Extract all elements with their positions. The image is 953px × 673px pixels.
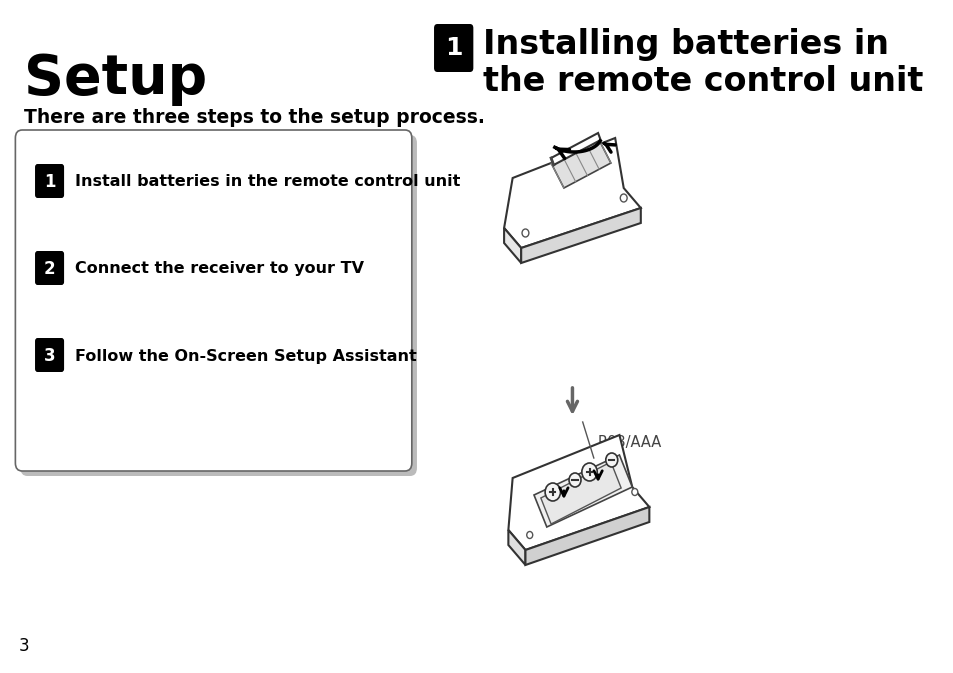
Circle shape	[619, 194, 626, 202]
Polygon shape	[508, 530, 525, 565]
Circle shape	[521, 229, 528, 237]
FancyBboxPatch shape	[35, 164, 64, 198]
Text: 1: 1	[444, 36, 462, 60]
Polygon shape	[534, 455, 632, 527]
Polygon shape	[525, 507, 649, 565]
Text: Installing batteries in: Installing batteries in	[482, 28, 888, 61]
Text: Follow the On-Screen Setup Assistant: Follow the On-Screen Setup Assistant	[75, 349, 416, 363]
FancyBboxPatch shape	[35, 338, 64, 372]
Polygon shape	[503, 138, 640, 248]
FancyBboxPatch shape	[15, 130, 412, 471]
Circle shape	[605, 453, 618, 467]
Circle shape	[581, 463, 597, 481]
FancyBboxPatch shape	[20, 135, 416, 476]
Text: 3: 3	[19, 637, 30, 655]
Text: There are three steps to the setup process.: There are three steps to the setup proce…	[24, 108, 484, 127]
FancyBboxPatch shape	[434, 24, 473, 72]
Polygon shape	[503, 228, 520, 263]
Text: 1: 1	[44, 173, 55, 191]
Polygon shape	[551, 133, 600, 165]
Polygon shape	[551, 138, 610, 188]
Text: Setup: Setup	[24, 52, 207, 106]
FancyBboxPatch shape	[35, 251, 64, 285]
Polygon shape	[508, 435, 649, 550]
Polygon shape	[540, 462, 620, 524]
Text: the remote control unit: the remote control unit	[482, 65, 923, 98]
Text: R03/AAA: R03/AAA	[598, 435, 661, 450]
Polygon shape	[520, 208, 640, 263]
Circle shape	[568, 473, 580, 487]
Text: Connect the receiver to your TV: Connect the receiver to your TV	[75, 262, 364, 277]
Text: 2: 2	[44, 260, 55, 278]
Text: Install batteries in the remote control unit: Install batteries in the remote control …	[75, 174, 460, 190]
Circle shape	[544, 483, 560, 501]
Circle shape	[526, 532, 532, 538]
Circle shape	[631, 489, 638, 495]
Text: 3: 3	[44, 347, 55, 365]
